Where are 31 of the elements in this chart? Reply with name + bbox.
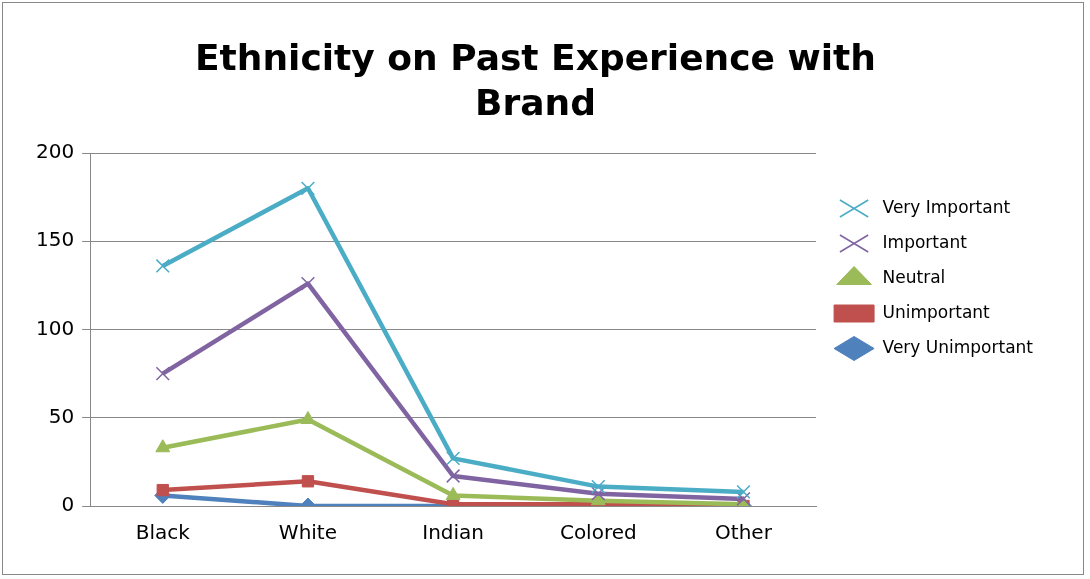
- legend-label: Very Important: [882, 196, 1011, 217]
- point: [155, 258, 170, 274]
- y-tick-label: 200: [35, 139, 75, 164]
- x-tick-label: White: [278, 520, 338, 545]
- point: [300, 181, 316, 196]
- point: [301, 475, 315, 488]
- point: [445, 486, 461, 500]
- point: [736, 491, 751, 506]
- point: [156, 483, 169, 497]
- point: [155, 366, 170, 381]
- legend-label: Neutral: [882, 266, 946, 287]
- chart-title: Ethnicity on Past Experience with Brand: [195, 36, 876, 123]
- point: [300, 276, 316, 291]
- point: [591, 486, 606, 501]
- legend-label: Unimportant: [882, 301, 991, 322]
- x-tick-label: Other: [715, 520, 773, 545]
- point: [736, 484, 751, 499]
- x-tick-label: Black: [135, 520, 191, 545]
- y-tick-label: 0: [61, 492, 75, 517]
- x-tick-label: Colored: [559, 520, 637, 545]
- legend-label: Important: [882, 231, 968, 252]
- point: [155, 439, 171, 453]
- point: [300, 411, 316, 425]
- point: [591, 479, 606, 494]
- y-tick-label: 50: [48, 403, 75, 428]
- point: [446, 468, 461, 484]
- point: [446, 451, 461, 466]
- y-tick-label: 100: [35, 315, 75, 340]
- legend-label: Very Unimportant: [882, 336, 1034, 357]
- x-tick-label: Indian: [422, 520, 485, 545]
- y-tick-label: 150: [35, 227, 75, 252]
